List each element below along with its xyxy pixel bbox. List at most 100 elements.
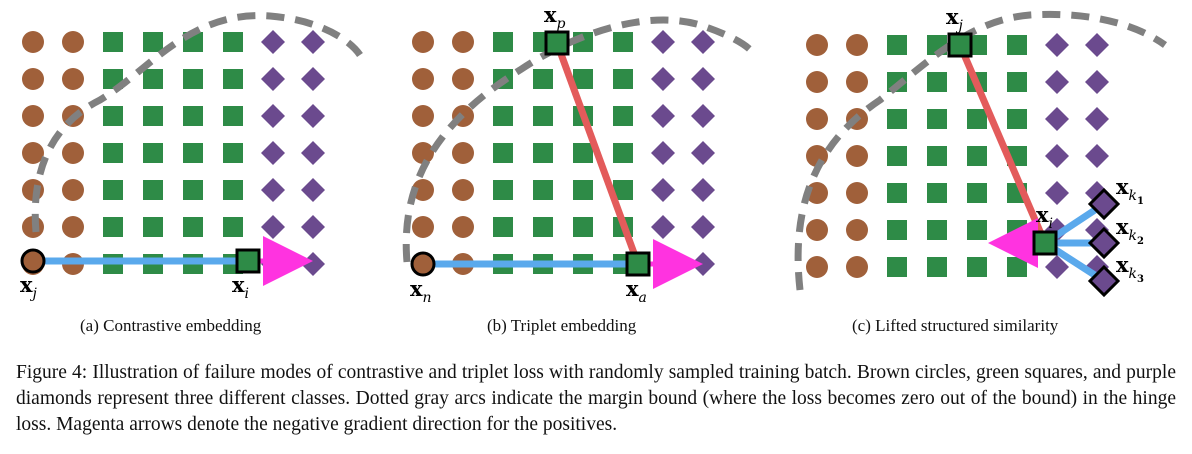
label-xj-c-subscript: j (956, 18, 964, 34)
green-square (967, 257, 987, 277)
green-square (223, 180, 243, 200)
green-square (183, 143, 203, 163)
negative-k3-diamond (1087, 264, 1121, 298)
green-square (887, 220, 907, 240)
label-xk3-subscript: k (1129, 266, 1137, 282)
label-xp-subscript: p (557, 16, 566, 32)
green-square (103, 143, 123, 163)
brown-circle (452, 216, 474, 238)
purple-diamond (1085, 70, 1109, 94)
green-square (613, 180, 633, 200)
green-square (1007, 35, 1027, 55)
green-square (927, 72, 947, 92)
green-square (183, 180, 203, 200)
purple-diamond (301, 252, 325, 276)
subcaption-a: (a) Contrastive embedding (80, 316, 262, 335)
purple-diamond (651, 178, 675, 202)
label-xa-subscript: a (639, 290, 647, 306)
purple-diamond (691, 178, 715, 202)
label-xa: xa (626, 276, 647, 306)
purple-diamond (1045, 107, 1069, 131)
green-square (887, 109, 907, 129)
green-square (927, 257, 947, 277)
brown-circle (806, 256, 828, 278)
purple-diamond (651, 104, 675, 128)
green-square (927, 220, 947, 240)
purple-diamond (301, 215, 325, 239)
label-xn-subscript: n (423, 290, 432, 306)
brown-circle (22, 105, 44, 127)
green-square (103, 106, 123, 126)
label-xk1-subscript: k (1129, 188, 1137, 204)
brown-circle (62, 68, 84, 90)
brown-circle (452, 179, 474, 201)
green-square (533, 217, 553, 237)
label-xk2-subscript: k (1129, 228, 1137, 244)
positive-xp-square (544, 30, 570, 56)
label-xk3: xk3 (1116, 252, 1144, 285)
panel-a-contrastive: xj xi (20, 12, 363, 302)
brown-circle (846, 71, 868, 93)
label-xk1: xk1 (1116, 174, 1144, 207)
green-square (613, 106, 633, 126)
green-square (223, 32, 243, 52)
anchor-xi-square (1032, 230, 1058, 256)
brown-circle (806, 71, 828, 93)
green-square (493, 106, 513, 126)
purple-diamond (651, 215, 675, 239)
green-square (967, 183, 987, 203)
brown-circle (62, 142, 84, 164)
label-xj-subscript: j (30, 286, 38, 302)
figure-4-illustration: xj xi xp xn xa xj xi xk1 xk2 xk3 (20, 2, 1168, 306)
green-square (493, 143, 513, 163)
anchor-xa-square (625, 251, 651, 277)
green-square (1007, 220, 1027, 240)
green-square (223, 69, 243, 89)
subcaption-c: (c) Lifted structured similarity (852, 316, 1059, 335)
green-square (533, 180, 553, 200)
brown-circle (412, 68, 434, 90)
purple-diamond (261, 67, 285, 91)
purple-diamond (651, 67, 675, 91)
label-xj-c: xj (946, 4, 964, 34)
brown-circle (22, 31, 44, 53)
green-square (533, 106, 553, 126)
green-square (493, 180, 513, 200)
green-square (967, 220, 987, 240)
purple-diamond (1085, 33, 1109, 57)
negative-k1-diamond (1087, 187, 1121, 221)
green-square (493, 217, 513, 237)
label-xi-c-subscript: i (1049, 216, 1053, 232)
purple-diamond (261, 104, 285, 128)
green-square (103, 180, 123, 200)
purple-diamond (691, 67, 715, 91)
purple-diamond (301, 178, 325, 202)
brown-circle (806, 219, 828, 241)
figure-caption: Figure 4: Illustration of failure modes … (16, 362, 1176, 435)
green-square (183, 106, 203, 126)
purple-diamond (261, 178, 285, 202)
label-xi-subscript: i (245, 286, 249, 302)
brown-circle (846, 256, 868, 278)
brown-circle (806, 108, 828, 130)
purple-diamond (261, 252, 285, 276)
purple-diamond (261, 30, 285, 54)
purple-diamond (261, 141, 285, 165)
purple-diamond (301, 141, 325, 165)
green-square (613, 143, 633, 163)
green-square (887, 146, 907, 166)
green-square (103, 32, 123, 52)
label-xk2: xk2 (1116, 214, 1144, 247)
purple-diamond (1085, 107, 1109, 131)
brown-circle (62, 31, 84, 53)
green-square (1007, 72, 1027, 92)
label-xk3-subsubscript: 3 (1137, 274, 1144, 285)
green-square (613, 69, 633, 89)
brown-circle (62, 179, 84, 201)
green-square (223, 143, 243, 163)
purple-diamond (691, 215, 715, 239)
brown-circle (452, 68, 474, 90)
green-square (533, 143, 553, 163)
green-square (927, 183, 947, 203)
subcaption-b: (b) Triplet embedding (487, 316, 637, 335)
